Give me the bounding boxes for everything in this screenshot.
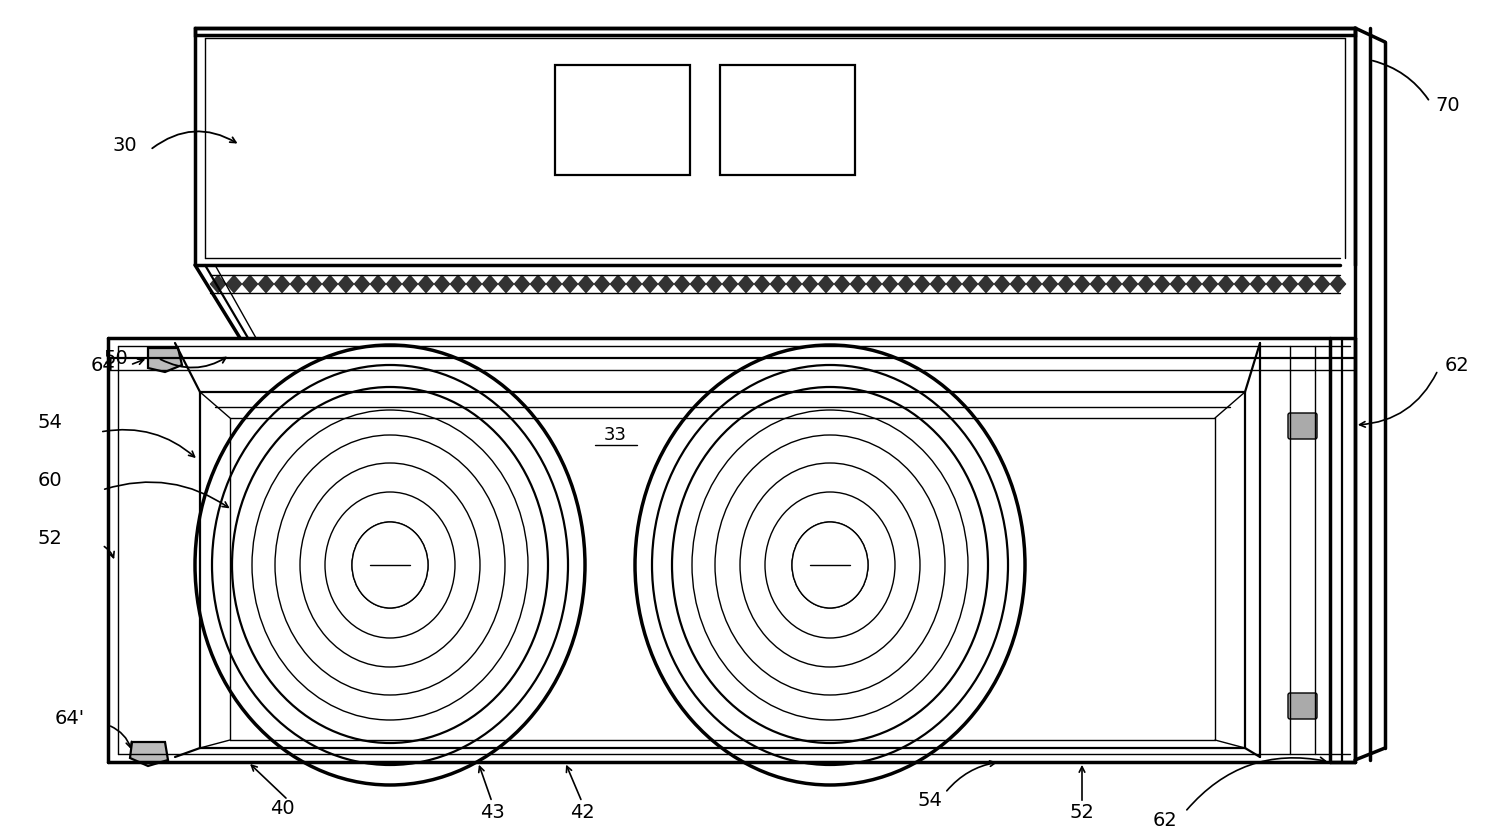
Polygon shape	[673, 275, 690, 293]
Text: 42: 42	[569, 802, 595, 822]
Polygon shape	[1265, 275, 1282, 293]
Ellipse shape	[352, 522, 427, 608]
Polygon shape	[498, 275, 513, 293]
Polygon shape	[787, 275, 802, 293]
Text: 30: 30	[113, 135, 137, 155]
Text: 70: 70	[1434, 96, 1460, 114]
Bar	[720, 65, 855, 175]
Text: 62: 62	[1152, 811, 1178, 830]
Polygon shape	[610, 275, 627, 293]
Polygon shape	[753, 275, 770, 293]
Polygon shape	[578, 275, 593, 293]
Polygon shape	[770, 275, 787, 293]
Text: 64: 64	[91, 355, 115, 375]
Polygon shape	[387, 275, 402, 293]
Polygon shape	[1185, 275, 1202, 293]
Polygon shape	[914, 275, 930, 293]
Polygon shape	[1202, 275, 1219, 293]
Polygon shape	[148, 348, 183, 372]
Polygon shape	[1059, 275, 1074, 293]
Polygon shape	[1042, 275, 1059, 293]
Polygon shape	[690, 275, 707, 293]
Polygon shape	[1299, 275, 1314, 293]
Polygon shape	[882, 275, 898, 293]
Ellipse shape	[793, 522, 868, 608]
Polygon shape	[1250, 275, 1265, 293]
Text: 52: 52	[1069, 802, 1095, 822]
Polygon shape	[1330, 275, 1345, 293]
Polygon shape	[433, 275, 450, 293]
Text: 54: 54	[918, 790, 942, 810]
Polygon shape	[867, 275, 882, 293]
Text: 62: 62	[1445, 355, 1469, 375]
Polygon shape	[850, 275, 867, 293]
Polygon shape	[1025, 275, 1042, 293]
Polygon shape	[530, 275, 547, 293]
Polygon shape	[353, 275, 370, 293]
Polygon shape	[994, 275, 1010, 293]
Text: 33: 33	[604, 426, 627, 444]
Polygon shape	[1314, 275, 1330, 293]
Polygon shape	[1090, 275, 1105, 293]
Polygon shape	[307, 275, 322, 293]
Polygon shape	[273, 275, 290, 293]
Polygon shape	[1219, 275, 1234, 293]
Polygon shape	[642, 275, 658, 293]
Text: 54: 54	[38, 412, 62, 432]
Polygon shape	[242, 275, 258, 293]
Polygon shape	[1234, 275, 1250, 293]
Polygon shape	[547, 275, 562, 293]
Polygon shape	[290, 275, 307, 293]
Polygon shape	[945, 275, 962, 293]
Polygon shape	[930, 275, 945, 293]
Text: 64': 64'	[54, 708, 85, 727]
Polygon shape	[402, 275, 418, 293]
Polygon shape	[1139, 275, 1154, 293]
Text: 60: 60	[38, 470, 62, 490]
Polygon shape	[338, 275, 353, 293]
Polygon shape	[1154, 275, 1170, 293]
Polygon shape	[738, 275, 753, 293]
Polygon shape	[418, 275, 433, 293]
Polygon shape	[818, 275, 834, 293]
Bar	[556, 65, 690, 175]
Polygon shape	[226, 275, 242, 293]
Text: 52: 52	[38, 528, 62, 548]
Polygon shape	[978, 275, 994, 293]
Polygon shape	[802, 275, 818, 293]
Polygon shape	[707, 275, 722, 293]
Polygon shape	[658, 275, 673, 293]
Text: 40: 40	[270, 799, 294, 817]
Polygon shape	[834, 275, 850, 293]
Polygon shape	[210, 275, 226, 293]
Polygon shape	[962, 275, 978, 293]
Polygon shape	[1170, 275, 1185, 293]
Polygon shape	[722, 275, 738, 293]
Polygon shape	[258, 275, 273, 293]
Polygon shape	[562, 275, 578, 293]
Polygon shape	[1122, 275, 1139, 293]
Polygon shape	[482, 275, 498, 293]
Polygon shape	[898, 275, 914, 293]
Polygon shape	[513, 275, 530, 293]
FancyBboxPatch shape	[1288, 413, 1317, 439]
Polygon shape	[1010, 275, 1025, 293]
Polygon shape	[1282, 275, 1299, 293]
Polygon shape	[322, 275, 338, 293]
Polygon shape	[370, 275, 387, 293]
Polygon shape	[467, 275, 482, 293]
Polygon shape	[1105, 275, 1122, 293]
Polygon shape	[627, 275, 642, 293]
Polygon shape	[130, 742, 168, 766]
Polygon shape	[1074, 275, 1090, 293]
FancyBboxPatch shape	[1288, 693, 1317, 719]
Polygon shape	[593, 275, 610, 293]
Polygon shape	[450, 275, 467, 293]
Text: 43: 43	[480, 802, 504, 822]
Text: 50: 50	[103, 349, 128, 368]
